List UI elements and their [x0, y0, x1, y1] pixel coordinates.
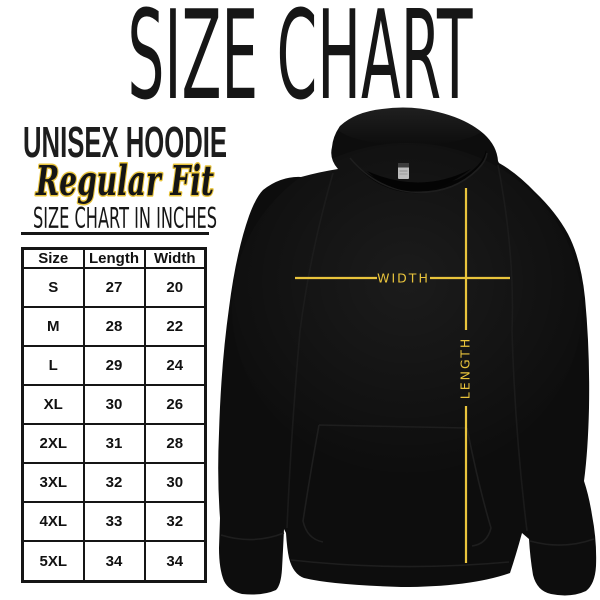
product-fit: Regular Fit: [35, 157, 214, 205]
left-shoulder-seam: [286, 172, 334, 529]
measurement-overlay: WIDTH LENGTH: [295, 188, 510, 563]
cell-size: 2XL: [21, 423, 85, 465]
product-header: UNISEX HOODIE Regular Fit SIZE CHART IN …: [21, 118, 227, 236]
hoodie-photo: WIDTH LENGTH: [218, 105, 597, 596]
left-cuff-seam: [220, 532, 285, 541]
chest-sheen: [232, 143, 582, 473]
cell-length: 33: [82, 501, 146, 543]
cell-size: 5XL: [21, 540, 85, 583]
table-header-row: Size Length Width: [21, 247, 207, 269]
table-row: 4XL 33 32: [21, 501, 207, 543]
cell-length: 29: [82, 345, 146, 387]
cell-width: 24: [143, 345, 207, 387]
cell-size: 4XL: [21, 501, 85, 543]
hood-rim-seam: [349, 152, 488, 194]
cell-width: 22: [143, 306, 207, 348]
cell-length: 30: [82, 384, 146, 426]
cell-size: S: [21, 266, 85, 309]
right-cuff-seam: [529, 538, 595, 546]
cell-size: XL: [21, 384, 85, 426]
cell-length: 31: [82, 423, 146, 465]
table-row: L 29 24: [21, 345, 207, 387]
cell-length: 27: [82, 266, 146, 309]
table-row: 2XL 31 28: [21, 423, 207, 465]
pocket-seam: [302, 424, 492, 547]
length-label: LENGTH: [458, 337, 473, 400]
table-row: 5XL 34 34: [21, 540, 207, 583]
table-heading: SIZE CHART IN INCHES: [33, 202, 217, 236]
width-label: WIDTH: [377, 271, 430, 286]
hem-seam: [290, 559, 510, 568]
table-row: XL 30 26: [21, 384, 207, 426]
cell-width: 28: [143, 423, 207, 465]
col-header-size: Size: [21, 247, 85, 269]
cell-width: 20: [143, 266, 207, 309]
cell-length: 28: [82, 306, 146, 348]
right-shoulder-seam: [497, 164, 528, 532]
page-title: SIZE CHART: [128, 0, 473, 106]
poster-title: SIZE CHART: [128, 0, 473, 106]
cell-width: 30: [143, 462, 207, 504]
cell-width: 32: [143, 501, 207, 543]
brand-tag: [398, 163, 409, 179]
cell-size: L: [21, 345, 85, 387]
hood-sheen: [336, 105, 486, 145]
table-row: M 28 22: [21, 306, 207, 348]
col-header-width: Width: [143, 247, 207, 269]
cell-size: M: [21, 306, 85, 348]
cell-length: 34: [82, 540, 146, 583]
col-header-length: Length: [82, 247, 146, 269]
table-row: 3XL 32 30: [21, 462, 207, 504]
cell-length: 32: [82, 462, 146, 504]
cell-size: 3XL: [21, 462, 85, 504]
product-name: UNISEX HOODIE: [23, 118, 227, 167]
neckline-shadow: [367, 169, 471, 192]
size-table: Size Length Width S 27 20 M 28 22 L 29 2…: [21, 247, 207, 583]
cell-width: 26: [143, 384, 207, 426]
table-row: S 27 20: [21, 266, 207, 309]
cell-width: 34: [143, 540, 207, 583]
